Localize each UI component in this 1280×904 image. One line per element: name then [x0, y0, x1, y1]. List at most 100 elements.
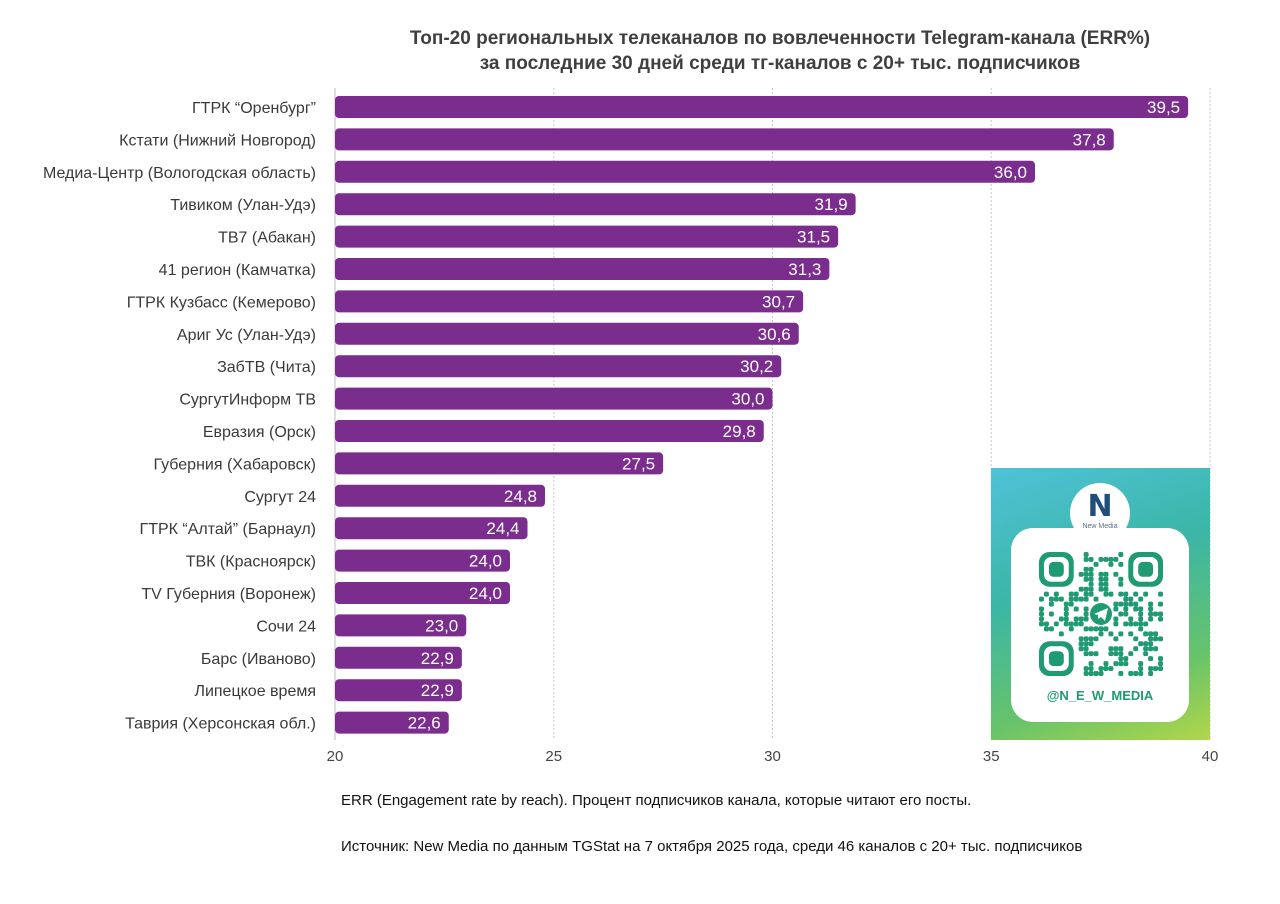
qr-module	[1133, 646, 1139, 652]
qr-module	[1113, 616, 1119, 622]
qr-module	[1083, 626, 1089, 632]
qr-module	[1113, 621, 1119, 627]
bar	[335, 711, 449, 734]
bar-value-label: 31,9	[815, 195, 848, 214]
bar-value-label: 24,8	[504, 487, 537, 506]
bar	[335, 646, 462, 669]
qr-module	[1133, 606, 1139, 612]
bar	[335, 452, 664, 475]
category-label: 41 регион (Камчатка)	[159, 262, 316, 279]
qr-module	[1123, 611, 1129, 617]
qr-module	[1078, 571, 1084, 577]
qr-module	[1039, 616, 1044, 622]
bar	[335, 679, 462, 702]
category-label: ТВК (Красноярск)	[186, 554, 316, 571]
qr-module	[1083, 591, 1089, 597]
qr-module	[1148, 636, 1154, 642]
value-labels: 39,5 37,8 36,0 31,9 31,5 31,3 30,7 30,6 30,2 30,0…	[408, 98, 1180, 733]
qr-module	[1133, 601, 1139, 607]
qr-module	[1083, 641, 1089, 647]
qr-module	[1063, 606, 1069, 612]
qr-module	[1098, 671, 1104, 676]
qr-module	[1158, 616, 1163, 622]
qr-module	[1043, 621, 1049, 627]
qr-module	[1083, 606, 1089, 612]
qr-module	[1113, 571, 1119, 577]
qr-module	[1143, 641, 1149, 647]
chart-notes: ERR (Engagement rate by reach). Процент …	[341, 792, 1082, 855]
qr-module	[1123, 596, 1129, 602]
bar	[335, 484, 545, 507]
qr-module	[1108, 591, 1114, 597]
qr-module	[1143, 621, 1149, 627]
qr-module	[1088, 581, 1094, 587]
qr-module	[1113, 606, 1119, 612]
qr-module	[1098, 666, 1104, 672]
source-note: Источник: New Media по данным TGStat на …	[341, 838, 1083, 855]
qr-module	[1039, 611, 1044, 617]
bar	[335, 322, 799, 345]
qr-module	[1083, 616, 1089, 622]
bar	[335, 96, 1189, 118]
qr-module	[1078, 586, 1084, 592]
err-definition: ERR (Engagement rate by reach). Процент …	[341, 792, 972, 809]
logo-text: New Media	[1082, 523, 1118, 530]
bar	[335, 128, 1114, 151]
qr-module	[1088, 626, 1094, 632]
bar-value-label: 30,2	[740, 357, 773, 376]
qr-module	[1133, 591, 1139, 597]
qr-card[interactable]: @N_E_W_MEDIA	[1011, 528, 1189, 722]
qr-module	[1098, 571, 1104, 577]
qr-module	[1083, 586, 1089, 592]
qr-module	[1083, 571, 1089, 577]
qr-module	[1103, 556, 1109, 562]
chart-title-line-2: за последние 30 дней среди тг-каналов с …	[479, 53, 1081, 74]
qr-module	[1088, 566, 1094, 572]
qr-module	[1143, 646, 1149, 652]
qr-module	[1083, 552, 1089, 557]
qr-code-icon[interactable]	[1039, 552, 1163, 676]
qr-module	[1128, 651, 1134, 657]
qr-module	[1098, 576, 1104, 582]
qr-module	[1153, 636, 1159, 642]
qr-module	[1078, 616, 1084, 622]
qr-module	[1118, 552, 1124, 557]
category-label: Ариг Ус (Улан-Удэ)	[177, 327, 316, 344]
qr-module	[1093, 626, 1099, 632]
bar-value-label: 31,3	[788, 260, 821, 279]
qr-module	[1053, 596, 1059, 602]
qr-module	[1078, 641, 1084, 647]
qr-module	[1118, 611, 1124, 617]
bar-value-label: 24,0	[469, 584, 502, 603]
qr-module	[1088, 591, 1094, 597]
qr-module	[1108, 561, 1114, 567]
qr-module	[1138, 616, 1144, 622]
qr-module	[1148, 601, 1154, 607]
x-tick-label: 40	[1202, 748, 1219, 765]
promo-qr-block[interactable]: @N_E_W_MEDIA N New Media	[991, 468, 1210, 740]
qr-module	[1083, 611, 1089, 617]
qr-module	[1133, 621, 1139, 627]
bar-value-label: 30,0	[731, 390, 764, 409]
qr-module	[1128, 621, 1134, 627]
qr-module	[1103, 626, 1109, 632]
bar-value-label: 27,5	[622, 454, 655, 473]
qr-module	[1088, 661, 1094, 667]
bar	[335, 193, 856, 216]
qr-module	[1148, 606, 1154, 612]
qr-module	[1058, 596, 1064, 602]
category-label: Сочи 24	[256, 618, 316, 635]
qr-module	[1138, 666, 1144, 672]
qr-module	[1123, 606, 1129, 612]
qr-module	[1078, 636, 1084, 642]
telegram-handle[interactable]: @N_E_W_MEDIA	[1046, 688, 1154, 703]
qr-module	[1128, 631, 1134, 637]
qr-module	[1068, 591, 1074, 597]
qr-module	[1098, 626, 1104, 632]
qr-module	[1118, 671, 1124, 676]
qr-module	[1153, 631, 1159, 637]
bar	[335, 582, 510, 604]
category-label: Тивиком (Улан-Удэ)	[170, 197, 316, 214]
qr-module	[1078, 646, 1084, 652]
qr-module	[1138, 626, 1144, 632]
